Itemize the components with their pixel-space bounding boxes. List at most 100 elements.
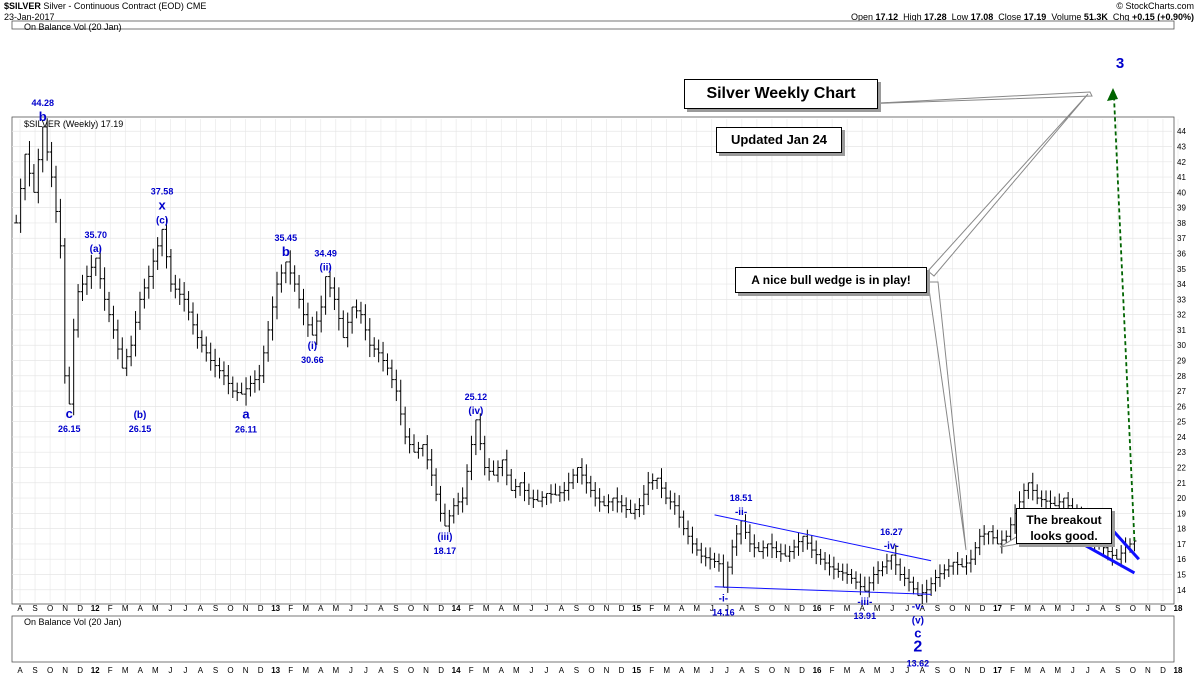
price-bar [204,336,209,362]
wave-label: -iv- 16.27 [880,527,903,552]
y-tick-label: 16 [1177,555,1186,564]
price-bar [261,345,266,383]
price-bar [774,541,779,559]
x-tick-label: S [754,666,759,675]
x-tick-label: N [965,666,971,675]
price-bar [447,509,452,533]
x-tick-label: O [47,666,53,675]
price-bar [84,265,89,295]
price-bar [610,497,615,512]
price-bar [690,526,695,554]
price-bar [964,555,969,575]
price-bar [323,276,328,315]
price-bar [160,228,165,257]
x-tick-label: J [890,666,894,675]
x-tick-label: J [1086,604,1090,613]
breakout-callout-box: The breakout looks good. [1016,508,1112,544]
y-tick-label: 19 [1177,509,1186,518]
wave-label-value: 44.28 [31,98,54,108]
price-bar [53,165,58,223]
updated-box: Updated Jan 24 [716,127,842,153]
price-bar [350,306,355,334]
price-bar [973,541,978,565]
price-bar [553,483,558,496]
price-bar [221,361,226,386]
price-bar [27,141,32,187]
wave-label-value: 26.15 [129,424,152,434]
x-tick-label: O [949,604,955,613]
price-bar [465,464,470,506]
price-bar [509,468,514,491]
x-tick-label: F [288,604,293,613]
price-bar [319,295,324,333]
price-bar [880,561,885,577]
wave-labels: b44.28c26.15(a)35.70(b)26.15(c)x37.58a26… [31,98,929,669]
price-bar [571,468,576,490]
y-tick-label: 22 [1177,463,1186,472]
price-bar [770,533,775,559]
price-bar [584,464,589,494]
price-bar [911,576,916,595]
price-bar [314,311,319,345]
price-bar [924,579,929,603]
x-tick-label: N [62,666,68,675]
price-bar [18,178,23,233]
wedge-pointer-up [927,93,1089,277]
wave-label-name: -iv- [884,541,899,552]
wave-label-name: -ii- [735,507,747,518]
volume-value: 51.3K [1083,12,1108,22]
x-tick-label: M [874,666,881,675]
x-tick-label: M [663,604,670,613]
wave-label-value: 25.12 [465,392,488,402]
x-tick-label: S [754,604,759,613]
x-tick-label: S [32,666,37,675]
trendline [1076,539,1136,575]
wave-label-name: c [914,626,921,641]
x-tick-label: A [17,604,23,613]
x-tick-label: D [438,666,444,675]
x-tick-label: O [227,666,233,675]
price-bar [297,274,302,309]
wave-label-value: 16.27 [880,527,903,537]
price-bar [177,278,182,305]
x-tick-label: A [318,666,324,675]
price-bar [328,267,333,298]
price-bar [716,553,721,572]
wave-label-value: 30.66 [301,355,324,365]
price-bar [986,531,991,545]
price-bar [942,564,947,580]
x-tick-label: M [513,666,520,675]
price-bar [235,382,240,402]
wave-label-name: (b) [134,410,147,421]
y-tick-label: 28 [1177,372,1186,381]
x-tick-label: J [544,604,548,613]
x-tick-label: O [1130,604,1136,613]
wave-label-name: -i- [719,593,728,604]
price-bar [288,250,293,285]
chart-header-right: © StockCharts.com Open 17.12 High 17.28 … [851,1,1194,23]
wave-label-value: 13.91 [854,611,877,621]
price-bar [544,492,549,505]
price-bar [270,296,275,341]
price-bar [805,529,810,550]
low-value: 17.08 [970,12,994,22]
wave-label: -v- (v)c2 13.62 [907,602,930,669]
price-bar [876,561,881,584]
x-tick-label: D [438,604,444,613]
price-bar [23,153,28,201]
x-tick-label: A [1040,666,1046,675]
price-bar [385,353,390,376]
price-bar [783,544,788,557]
x-tick-label: S [935,604,940,613]
x-tick-label: A [860,604,866,613]
price-bar [469,435,474,481]
price-bar [778,543,783,562]
x-tick-label: S [393,666,398,675]
price-bar [213,348,218,378]
y-tick-label: 34 [1177,280,1186,289]
wave-label-value: 18.51 [730,493,753,503]
x-tick-label: J [1086,666,1090,675]
x-tick-label: A [378,604,384,613]
price-bar [230,376,235,398]
price-bar [115,319,120,360]
